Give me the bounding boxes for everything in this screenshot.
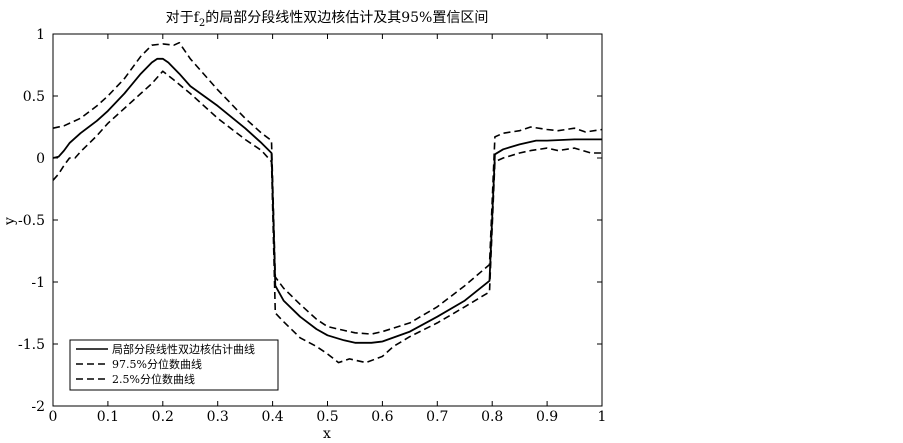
series-lines (52, 41, 603, 364)
y-tick-label: -0.5 (18, 213, 45, 229)
y-tick-label: -1.5 (18, 337, 45, 353)
x-tick-label: 0.8 (481, 409, 503, 425)
y-tick-label: 0 (36, 151, 45, 167)
x-tick-label: 0.7 (426, 409, 448, 425)
x-tick-label: 0.2 (152, 409, 174, 425)
x-tick-label: 0.5 (316, 409, 338, 425)
x-tick-label: 0.9 (536, 409, 558, 425)
y-tick-label: -2 (31, 399, 45, 415)
x-axis-label: x (323, 426, 331, 442)
y-tick-label: 1 (36, 27, 45, 43)
legend-label-1: 局部分段线性双边核估计曲线 (112, 342, 255, 356)
series-line-3 (52, 70, 602, 364)
x-tick-label: 1 (598, 409, 607, 425)
x-axis-ticks: 0 0.1 0.2 0.3 0.4 0.5 0.6 0.7 0.8 0.9 1 (49, 34, 607, 425)
y-axis-label: y (2, 217, 18, 226)
legend-label-2: 97.5%分位数曲线 (112, 357, 202, 371)
x-tick-label: 0.6 (371, 409, 393, 425)
y-axis-ticks: 1 0.5 0 -0.5 -1 -1.5 -2 (18, 27, 602, 415)
y-tick-label: 0.5 (23, 89, 45, 105)
y-tick-label: -1 (31, 275, 45, 291)
x-tick-label: 0.3 (207, 409, 229, 425)
chart-title: 对于f2的局部分段线性双边核估计及其95%置信区间 (166, 10, 489, 29)
legend-label-3: 2.5%分位数曲线 (112, 372, 195, 386)
x-tick-label: 0.1 (97, 409, 119, 425)
series-line-2 (52, 41, 603, 335)
x-tick-label: 0.4 (261, 409, 283, 425)
x-tick-label: 0 (49, 409, 58, 425)
